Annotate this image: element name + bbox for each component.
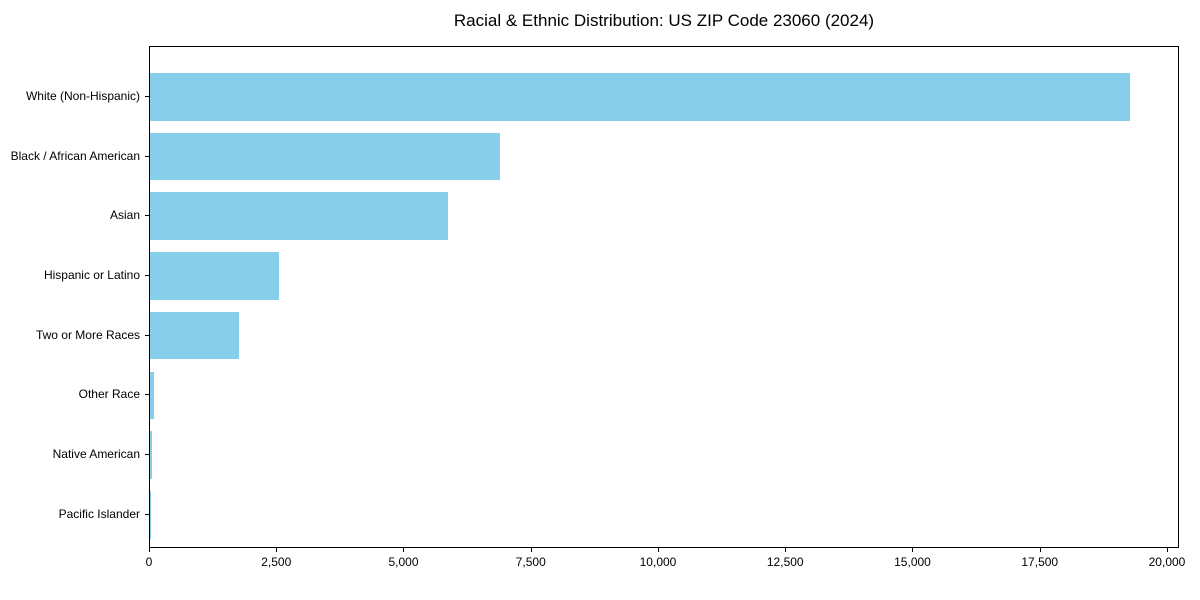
x-tick-mark	[657, 548, 659, 552]
x-tick-mark	[530, 548, 532, 552]
bar-pacific-islander	[150, 490, 151, 539]
x-tick-label-17-500: 17,500	[1021, 555, 1059, 569]
y-tick-label-native-american: Native American	[52, 447, 140, 462]
y-tick-mark	[145, 454, 149, 456]
y-tick-mark	[145, 274, 149, 276]
x-tick-label-15-000: 15,000	[894, 555, 931, 569]
x-tick-mark	[1039, 548, 1041, 552]
x-tick-label-0: 0	[145, 555, 153, 569]
x-tick-label-7-500: 7,500	[515, 555, 546, 569]
bar-other-race	[150, 371, 154, 420]
x-tick-mark	[276, 548, 278, 552]
y-tick-label-black-african-american: Black / African American	[10, 148, 140, 163]
y-tick-mark	[145, 394, 149, 396]
y-tick-label-two-or-more-races: Two or More Races	[35, 327, 140, 342]
x-tick-mark	[912, 548, 914, 552]
y-tick-label-hispanic-or-latino: Hispanic or Latino	[43, 267, 140, 282]
bar-black-african-american	[150, 132, 501, 181]
y-tick-label-white-non-hispanic: White (Non-Hispanic)	[25, 88, 140, 103]
y-tick-label-asian: Asian	[109, 208, 140, 223]
x-tick-mark	[149, 548, 150, 552]
x-tick-label-20-000: 20,000	[1148, 555, 1186, 569]
x-tick-label-2-500: 2,500	[261, 555, 292, 569]
y-tick-mark	[145, 215, 149, 217]
x-tick-label-10-000: 10,000	[639, 555, 677, 569]
y-tick-mark	[145, 155, 149, 157]
chart-title: Racial & Ethnic Distribution: US ZIP Cod…	[453, 11, 875, 30]
bar-two-or-more-races	[150, 311, 239, 360]
y-tick-mark	[145, 334, 149, 336]
y-tick-mark	[145, 95, 149, 97]
y-tick-label-other-race: Other Race	[78, 387, 140, 402]
x-tick-mark	[403, 548, 405, 552]
bar-white-non-hispanic	[150, 73, 1130, 121]
plot-area	[149, 46, 1179, 548]
bar-native-american	[150, 431, 153, 479]
bar-hispanic-or-latino	[150, 252, 280, 300]
x-tick-mark	[785, 548, 787, 552]
x-tick-label-5-000: 5,000	[388, 555, 419, 569]
x-tick-label-12-500: 12,500	[766, 555, 804, 569]
y-tick-label-pacific-islander: Pacific Islander	[58, 506, 140, 521]
y-tick-mark	[145, 513, 149, 515]
bar-asian	[150, 192, 448, 241]
x-tick-mark	[1166, 548, 1168, 552]
